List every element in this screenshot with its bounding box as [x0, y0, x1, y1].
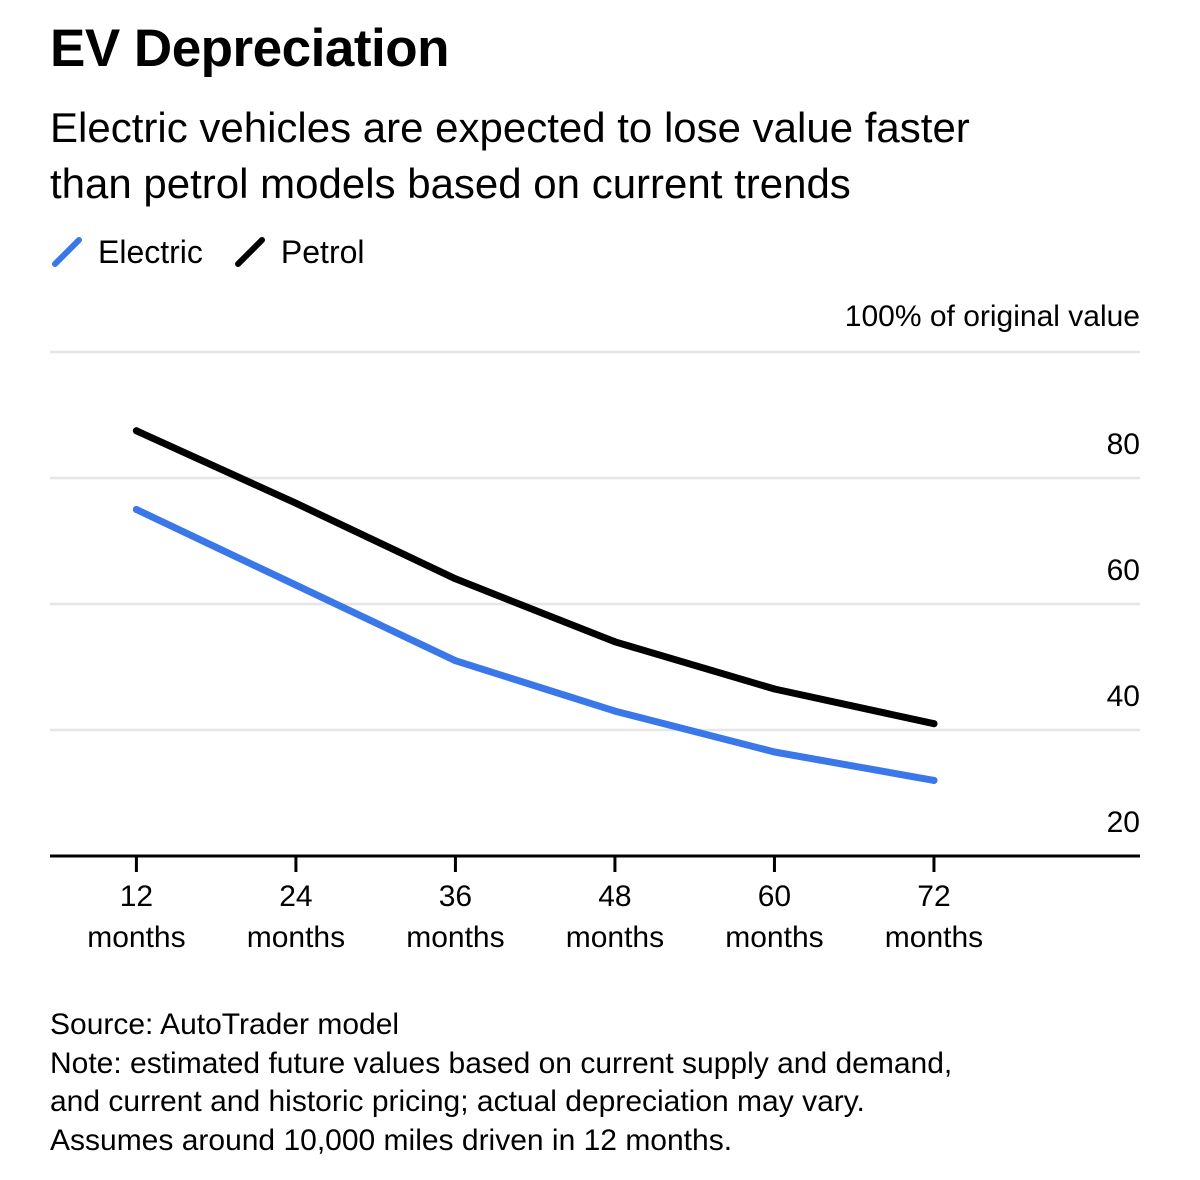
x-tick-label-72-line-2: months	[885, 921, 983, 954]
x-tick-label-72: 72 months	[885, 880, 983, 954]
x-tick-label-48-line-2: months	[566, 921, 664, 954]
data-point-petrol-36	[451, 575, 459, 583]
gridlines	[50, 350, 1140, 732]
x-tick-label-36: 36 months	[406, 880, 504, 954]
data-point-electric-24	[292, 581, 300, 589]
x-tick-label-36-line-2: months	[406, 921, 504, 954]
x-tick-label-24-line-1: 24	[279, 880, 312, 913]
data-point-petrol-60	[770, 685, 778, 693]
x-tick-label-60-line-1: 60	[758, 880, 791, 913]
y-tick-label-40: 40	[1107, 680, 1140, 713]
chart-subtitle: Electric vehicles are expected to lose v…	[50, 100, 1160, 212]
x-tick-label-60-line-2: months	[725, 921, 823, 954]
source-note: Source: AutoTrader model	[50, 1008, 400, 1041]
data-point-petrol-48	[611, 638, 619, 646]
x-tick-label-12: 12 months	[87, 880, 185, 954]
note-line-2: and current and historic pricing; actual…	[50, 1085, 865, 1118]
data-point-electric-36	[451, 657, 459, 665]
legend-label-petrol: Petrol	[280, 233, 365, 270]
x-tick-label-48: 48 months	[566, 880, 664, 954]
x-axis: 12 months 24 months 36 months 48 months 60 months…	[50, 854, 1140, 954]
x-tick-label-72-line-1: 72	[917, 880, 950, 913]
footer-notes: Source: AutoTrader model Note: estimated…	[50, 1006, 1160, 1160]
data-point-petrol-72	[930, 720, 938, 728]
subtitle-line-2: than petrol models based on current tren…	[50, 160, 851, 207]
series-lines	[132, 427, 938, 784]
line-chart: 100% of original value 20 40 60 80 12 months…	[50, 300, 1140, 954]
x-tick-label-24: 24 months	[247, 880, 345, 954]
data-point-electric-48	[611, 707, 619, 715]
data-point-petrol-24	[292, 499, 300, 507]
data-point-petrol-12	[132, 427, 140, 435]
legend-label-electric: Electric	[98, 233, 203, 270]
y-tick-labels: 20 40 60 80	[1107, 428, 1140, 839]
series-line-electric	[132, 506, 938, 784]
y-tick-label-60: 60	[1107, 554, 1140, 587]
x-tick-label-60: 60 months	[725, 880, 823, 954]
y-tick-label-20: 20	[1107, 806, 1140, 839]
series-line-petrol	[132, 427, 938, 728]
x-tick-label-24-line-2: months	[247, 921, 345, 954]
legend-item-petrol: Petrol	[233, 234, 365, 271]
legend: Electric Petrol	[50, 232, 395, 272]
x-tick-label-48-line-1: 48	[598, 880, 631, 913]
note-line-3: Assumes around 10,000 miles driven in 12…	[50, 1123, 733, 1157]
x-tick-label-12-line-1: 12	[120, 880, 153, 913]
legend-item-electric: Electric	[50, 234, 203, 271]
data-point-electric-60	[770, 748, 778, 756]
subtitle-line-1: Electric vehicles are expected to lose v…	[50, 104, 970, 151]
x-tick-label-36-line-1: 36	[439, 880, 472, 913]
note-line-1: Note: estimated future values based on c…	[50, 1046, 953, 1080]
legend-swatch-petrol	[234, 237, 265, 267]
data-point-electric-72	[930, 776, 938, 784]
x-tick-label-12-line-2: months	[87, 921, 185, 954]
y-tick-label-80: 80	[1107, 428, 1140, 461]
y-axis-label: 100% of original value	[845, 300, 1140, 333]
data-point-electric-12	[132, 506, 140, 513]
chart-title: EV Depreciation	[50, 19, 449, 78]
legend-swatch-electric	[52, 237, 82, 267]
